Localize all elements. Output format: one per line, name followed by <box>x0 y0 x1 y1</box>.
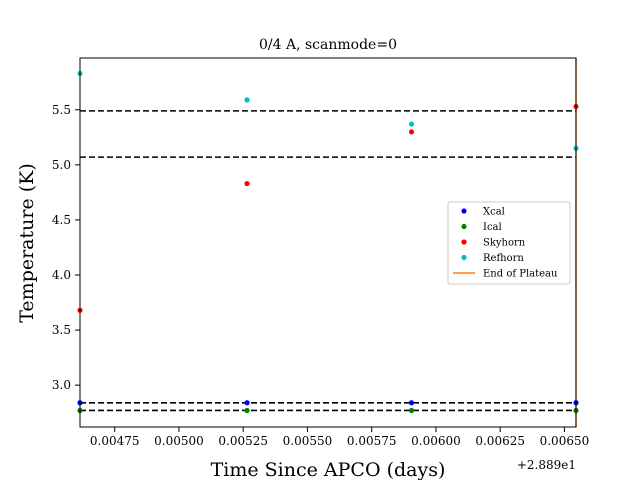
legend-swatch-xcal <box>461 208 467 214</box>
legend: Xcal Ical Skyhorn Refhorn End of Plateau <box>447 201 571 285</box>
legend-swatch-refhorn <box>461 254 467 261</box>
y-tick-label-5: 5.5 <box>52 103 71 117</box>
x-tick-label-3: 0.00550 <box>283 434 333 448</box>
x-tick-label-5: 0.00600 <box>411 434 461 448</box>
x-tick-label-7: 0.00650 <box>540 434 590 448</box>
y-tick-label-3: 4.5 <box>52 213 71 227</box>
legend-box <box>447 201 571 285</box>
x-tick-label-0: 0.00475 <box>90 434 140 448</box>
y-axis-label: Temperature (K) <box>16 163 38 323</box>
xcal-point-2 <box>408 400 415 406</box>
y-tick-label-0: 3.0 <box>52 378 71 392</box>
x-tick-label-2: 0.00525 <box>218 434 268 448</box>
refhorn-point-1 <box>244 97 250 103</box>
legend-label-end-of-plateau: End of Plateau <box>483 269 558 280</box>
tick-layer: 0.00475 0.00500 0.00525 0.00550 0.00575 0.006… <box>52 103 589 448</box>
x-offset-label: +2.889e1 <box>517 458 576 472</box>
legend-label-refhorn: Refhorn <box>483 253 524 264</box>
ical-point-2 <box>408 407 415 414</box>
y-tick-label-2: 4.0 <box>52 268 71 282</box>
legend-label-xcal: Xcal <box>483 207 505 218</box>
legend-label-skyhorn: Skyhorn <box>483 238 526 249</box>
ical-point-1 <box>244 407 250 414</box>
legend-label-ical: Ical <box>483 222 502 233</box>
x-tick-label-1: 0.00500 <box>154 434 204 448</box>
skyhorn-point-1 <box>244 180 250 187</box>
refhorn-point-2 <box>408 121 415 127</box>
plot-frame <box>79 57 577 428</box>
xcal-point-1 <box>244 400 250 406</box>
x-axis-label: Time Since APCO (days) <box>211 459 446 480</box>
skyhorn-point-2 <box>408 129 415 135</box>
x-tick-label-6: 0.00625 <box>475 434 525 448</box>
chart-title: 0/4 A, scanmode=0 <box>259 37 397 53</box>
legend-swatch-skyhorn <box>461 239 467 245</box>
y-tick-label-4: 5.0 <box>52 158 71 172</box>
legend-swatch-ical <box>461 223 467 230</box>
y-tick-label-1: 3.5 <box>52 323 71 337</box>
x-tick-label-4: 0.00575 <box>347 434 397 448</box>
